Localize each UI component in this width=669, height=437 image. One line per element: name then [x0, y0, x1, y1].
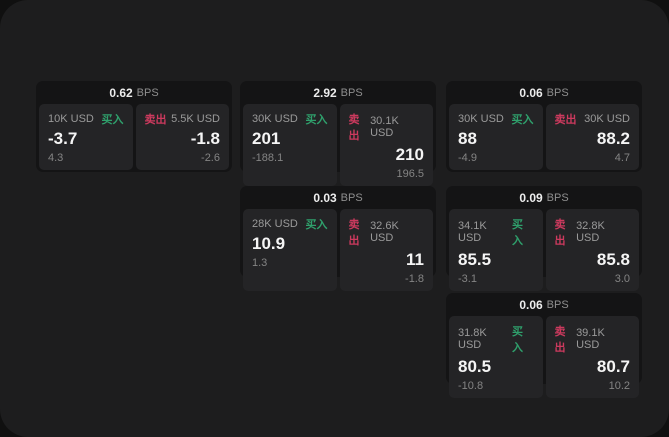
buy-panel[interactable]: 30K USD 买入 201 -188.1 — [243, 104, 337, 187]
quote-panels: 28K USD 买入 10.9 1.3 卖出 32.6K USD 11 -1.8 — [243, 209, 433, 292]
bps-unit-label: BPS — [546, 298, 569, 311]
buy-panel[interactable]: 31.8K USD 买入 80.5 -10.8 — [449, 316, 543, 399]
sell-price: 11 — [406, 250, 424, 269]
sell-price: 210 — [395, 145, 424, 164]
bps-unit-label: BPS — [340, 191, 363, 204]
buy-sub-value: -10.8 — [458, 380, 484, 393]
bps-header: 0.09 BPS — [449, 186, 639, 209]
quote-panels: 30K USD 买入 88 -4.9 卖出 30K USD 88.2 4.7 — [449, 104, 639, 171]
quote-card: 0.03 BPS 28K USD 买入 10.9 1.3 卖出 32.6K US… — [240, 186, 436, 292]
quote-panels: 31.8K USD 买入 80.5 -10.8 卖出 39.1K USD 80.… — [449, 316, 639, 399]
sell-panel[interactable]: 卖出 32.6K USD 11 -1.8 — [339, 209, 433, 292]
buy-panel[interactable]: 10K USD 买入 -3.7 4.3 — [39, 104, 133, 171]
buy-amount: 30K USD — [458, 113, 504, 125]
bps-header: 0.06 BPS — [449, 81, 639, 104]
quote-card: 0.62 BPS 10K USD 买入 -3.7 4.3 卖出 5.5K USD… — [36, 81, 232, 172]
bps-value: 0.09 — [519, 190, 543, 205]
sell-side-label: 卖出 — [554, 114, 577, 126]
buy-amount: 10K USD — [48, 113, 94, 125]
buy-amount: 34.1K USD — [458, 220, 487, 244]
buy-side-label: 买入 — [511, 326, 523, 354]
sell-panel[interactable]: 卖出 30K USD 88.2 4.7 — [545, 104, 639, 171]
quote-panels: 34.1K USD 买入 85.5 -3.1 卖出 32.8K USD 85.8… — [449, 209, 639, 292]
bps-value: 0.06 — [519, 85, 543, 100]
buy-price: 85.5 — [458, 250, 492, 269]
buy-sub-value: -4.9 — [458, 152, 477, 165]
sell-price: -1.8 — [190, 129, 220, 148]
bps-header: 0.03 BPS — [243, 186, 433, 209]
sell-amount: 5.5K USD — [171, 113, 220, 125]
sell-side-label: 卖出 — [348, 114, 360, 142]
bps-unit-label: BPS — [546, 86, 569, 99]
sell-amount: 39.1K USD — [576, 327, 605, 351]
buy-panel[interactable]: 28K USD 买入 10.9 1.3 — [243, 209, 337, 292]
buy-sub-value: 4.3 — [48, 152, 64, 165]
bps-header: 0.06 BPS — [449, 293, 639, 316]
buy-side-label: 买入 — [305, 114, 328, 126]
sell-panel[interactable]: 卖出 39.1K USD 80.7 10.2 — [545, 316, 639, 399]
buy-price: -3.7 — [48, 129, 78, 148]
sell-side-label: 卖出 — [348, 219, 360, 247]
buy-amount: 28K USD — [252, 218, 298, 230]
buy-panel[interactable]: 30K USD 买入 88 -4.9 — [449, 104, 543, 171]
bps-header: 2.92 BPS — [243, 81, 433, 104]
sell-panel[interactable]: 卖出 32.8K USD 85.8 3.0 — [545, 209, 639, 292]
sell-side-label: 卖出 — [554, 326, 566, 354]
bps-unit-label: BPS — [340, 86, 363, 99]
quote-card: 2.92 BPS 30K USD 买入 201 -188.1 卖出 30.1K … — [240, 81, 436, 187]
sell-side-label: 卖出 — [144, 114, 167, 126]
buy-price: 80.5 — [458, 357, 492, 376]
buy-price: 88 — [458, 129, 477, 148]
sell-amount: 32.8K USD — [576, 220, 605, 244]
sell-panel[interactable]: 卖出 30.1K USD 210 196.5 — [339, 104, 433, 187]
sell-amount: 30K USD — [584, 113, 630, 125]
buy-sub-value: 1.3 — [252, 257, 268, 270]
buy-price: 201 — [252, 129, 281, 148]
sell-panel[interactable]: 卖出 5.5K USD -1.8 -2.6 — [135, 104, 229, 171]
quote-panels: 10K USD 买入 -3.7 4.3 卖出 5.5K USD -1.8 -2.… — [39, 104, 229, 171]
sell-amount: 32.6K USD — [370, 220, 399, 244]
sell-side-label: 卖出 — [554, 219, 566, 247]
sell-sub-value: -2.6 — [201, 152, 220, 165]
buy-price: 10.9 — [252, 234, 286, 253]
buy-side-label: 买入 — [511, 219, 523, 247]
buy-sub-value: -3.1 — [458, 273, 477, 286]
bps-value: 0.62 — [109, 85, 133, 100]
buy-amount: 30K USD — [252, 113, 298, 125]
sell-sub-value: 10.2 — [608, 380, 630, 393]
sell-price: 88.2 — [596, 129, 630, 148]
sell-price: 80.7 — [596, 357, 630, 376]
bps-value: 2.92 — [313, 85, 337, 100]
buy-sub-value: -188.1 — [252, 152, 284, 165]
sell-sub-value: 4.7 — [614, 152, 630, 165]
quote-card: 0.06 BPS 31.8K USD 买入 80.5 -10.8 卖出 39.1… — [446, 293, 642, 399]
sell-sub-value: 3.0 — [614, 273, 630, 286]
quote-card: 0.09 BPS 34.1K USD 买入 85.5 -3.1 卖出 32.8K… — [446, 186, 642, 292]
buy-side-label: 买入 — [511, 114, 534, 126]
buy-side-label: 买入 — [101, 114, 124, 126]
buy-panel[interactable]: 34.1K USD 买入 85.5 -3.1 — [449, 209, 543, 292]
quote-panels: 30K USD 买入 201 -188.1 卖出 30.1K USD 210 1… — [243, 104, 433, 187]
bps-value: 0.06 — [519, 297, 543, 312]
buy-side-label: 买入 — [305, 219, 328, 231]
sell-sub-value: 196.5 — [396, 168, 424, 181]
quote-card: 0.06 BPS 30K USD 买入 88 -4.9 卖出 30K USD 8… — [446, 81, 642, 172]
bps-unit-label: BPS — [136, 86, 159, 99]
sell-sub-value: -1.8 — [405, 273, 424, 286]
sell-amount: 30.1K USD — [370, 115, 399, 139]
bps-value: 0.03 — [313, 190, 337, 205]
bps-header: 0.62 BPS — [39, 81, 229, 104]
buy-amount: 31.8K USD — [458, 327, 487, 351]
bps-unit-label: BPS — [546, 191, 569, 204]
sell-price: 85.8 — [596, 250, 630, 269]
